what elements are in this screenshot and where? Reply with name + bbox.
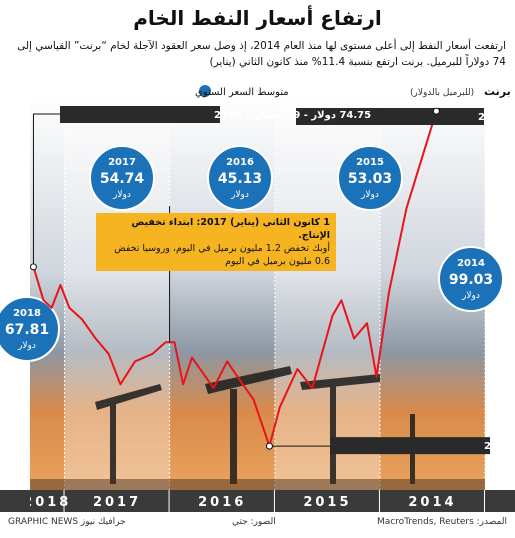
peak-label: 115.50 دولار - 19 حزيران، 2014: [478, 112, 515, 123]
year-axis-cell: [64, 490, 169, 512]
bubble-unit: دولار: [461, 291, 480, 301]
opec-callout-body: أوبك تخفض 1.2 مليون برميل في اليوم، وروس…: [114, 243, 330, 267]
axis-cap: [485, 490, 515, 512]
page-title: ارتفاع أسعار النفط الخام: [133, 6, 382, 30]
latest-label-box: [60, 106, 220, 123]
avg-bubble-2015: 2015 53.03 دولار: [337, 145, 403, 211]
opec-callout: 1 كانون الثاني (يناير) 2017: ابتداء تخفي…: [96, 213, 336, 271]
low-label: 27.82 دولار - 20 كانون الثاني، 2016: [484, 441, 515, 452]
intro-text: ارتفعت أسعار النفط إلى أعلى مستوى لها من…: [17, 40, 506, 68]
x-tick-label: 2015: [303, 495, 351, 510]
opec-callout-title: 1 كانون الثاني (يناير) 2017: ابتداء تخفي…: [131, 217, 330, 241]
bubble-year: 2016: [226, 157, 254, 168]
year-axis-cell: [169, 490, 274, 512]
year-axis-cell: [30, 490, 64, 512]
brand-credit: جرافيك نيوز GRAPHIC NEWS: [8, 517, 126, 527]
bubble-unit: دولار: [17, 341, 36, 351]
photo-credit: الصور: جتي: [232, 517, 276, 527]
bubble-value: 45.13: [218, 171, 262, 187]
latest-leader: [32, 113, 60, 267]
x-tick-label: 2016: [198, 495, 246, 510]
x-tick-label: 2017: [93, 495, 141, 510]
axis-cap: [0, 490, 30, 512]
x-tick-label: 2014: [408, 495, 456, 510]
brent-price-chart: 2014 2015 2016 2017 2018 2018 67.81 دولار 2017 5…: [0, 85, 515, 512]
x-tick-label: 2018: [23, 495, 71, 510]
bubble-value: 53.03: [348, 171, 392, 187]
price-line: [32, 110, 438, 448]
bubble-value: 54.74: [100, 171, 145, 187]
avg-bubble-2017: 2017 54.74 دولار: [89, 145, 155, 211]
bubble-year: 2017: [108, 157, 136, 168]
avg-bubble-2018: 2018 67.81 دولار: [0, 296, 60, 362]
source-credit: المصدر: MacroTrends, Reuters: [376, 517, 507, 527]
year-axis-cell: [379, 490, 484, 512]
bubble-year: 2015: [356, 157, 384, 168]
bubble-value: 67.81: [5, 322, 49, 338]
low-marker: [265, 442, 273, 450]
latest-label: 74.75 دولار - 19 نيسان ، 2018: [214, 110, 371, 121]
bubble-year: 2014: [457, 258, 485, 269]
bubble-unit: دولار: [360, 190, 379, 200]
avg-bubble-2016: 2016 45.13 دولار: [207, 145, 273, 211]
year-axis-cell: [274, 490, 379, 512]
latest-marker: [29, 263, 37, 271]
legend-avg-swatch: [199, 85, 211, 97]
bubble-unit: دولار: [230, 190, 249, 200]
bubble-value: 99.03: [449, 272, 493, 288]
avg-bubble-2014: 2014 99.03 دولار: [438, 246, 504, 312]
low-label-box: [330, 437, 490, 455]
legend-brent-label: سعر خام برنت: [484, 85, 515, 98]
legend-brent-unit: (للبرميل بالدولار): [410, 88, 474, 98]
peak-marker: [432, 107, 440, 115]
legend-avg-label: متوسط السعر السنوي: [195, 87, 289, 98]
bubble-unit: دولار: [112, 190, 131, 200]
bubble-year: 2018: [13, 308, 41, 319]
